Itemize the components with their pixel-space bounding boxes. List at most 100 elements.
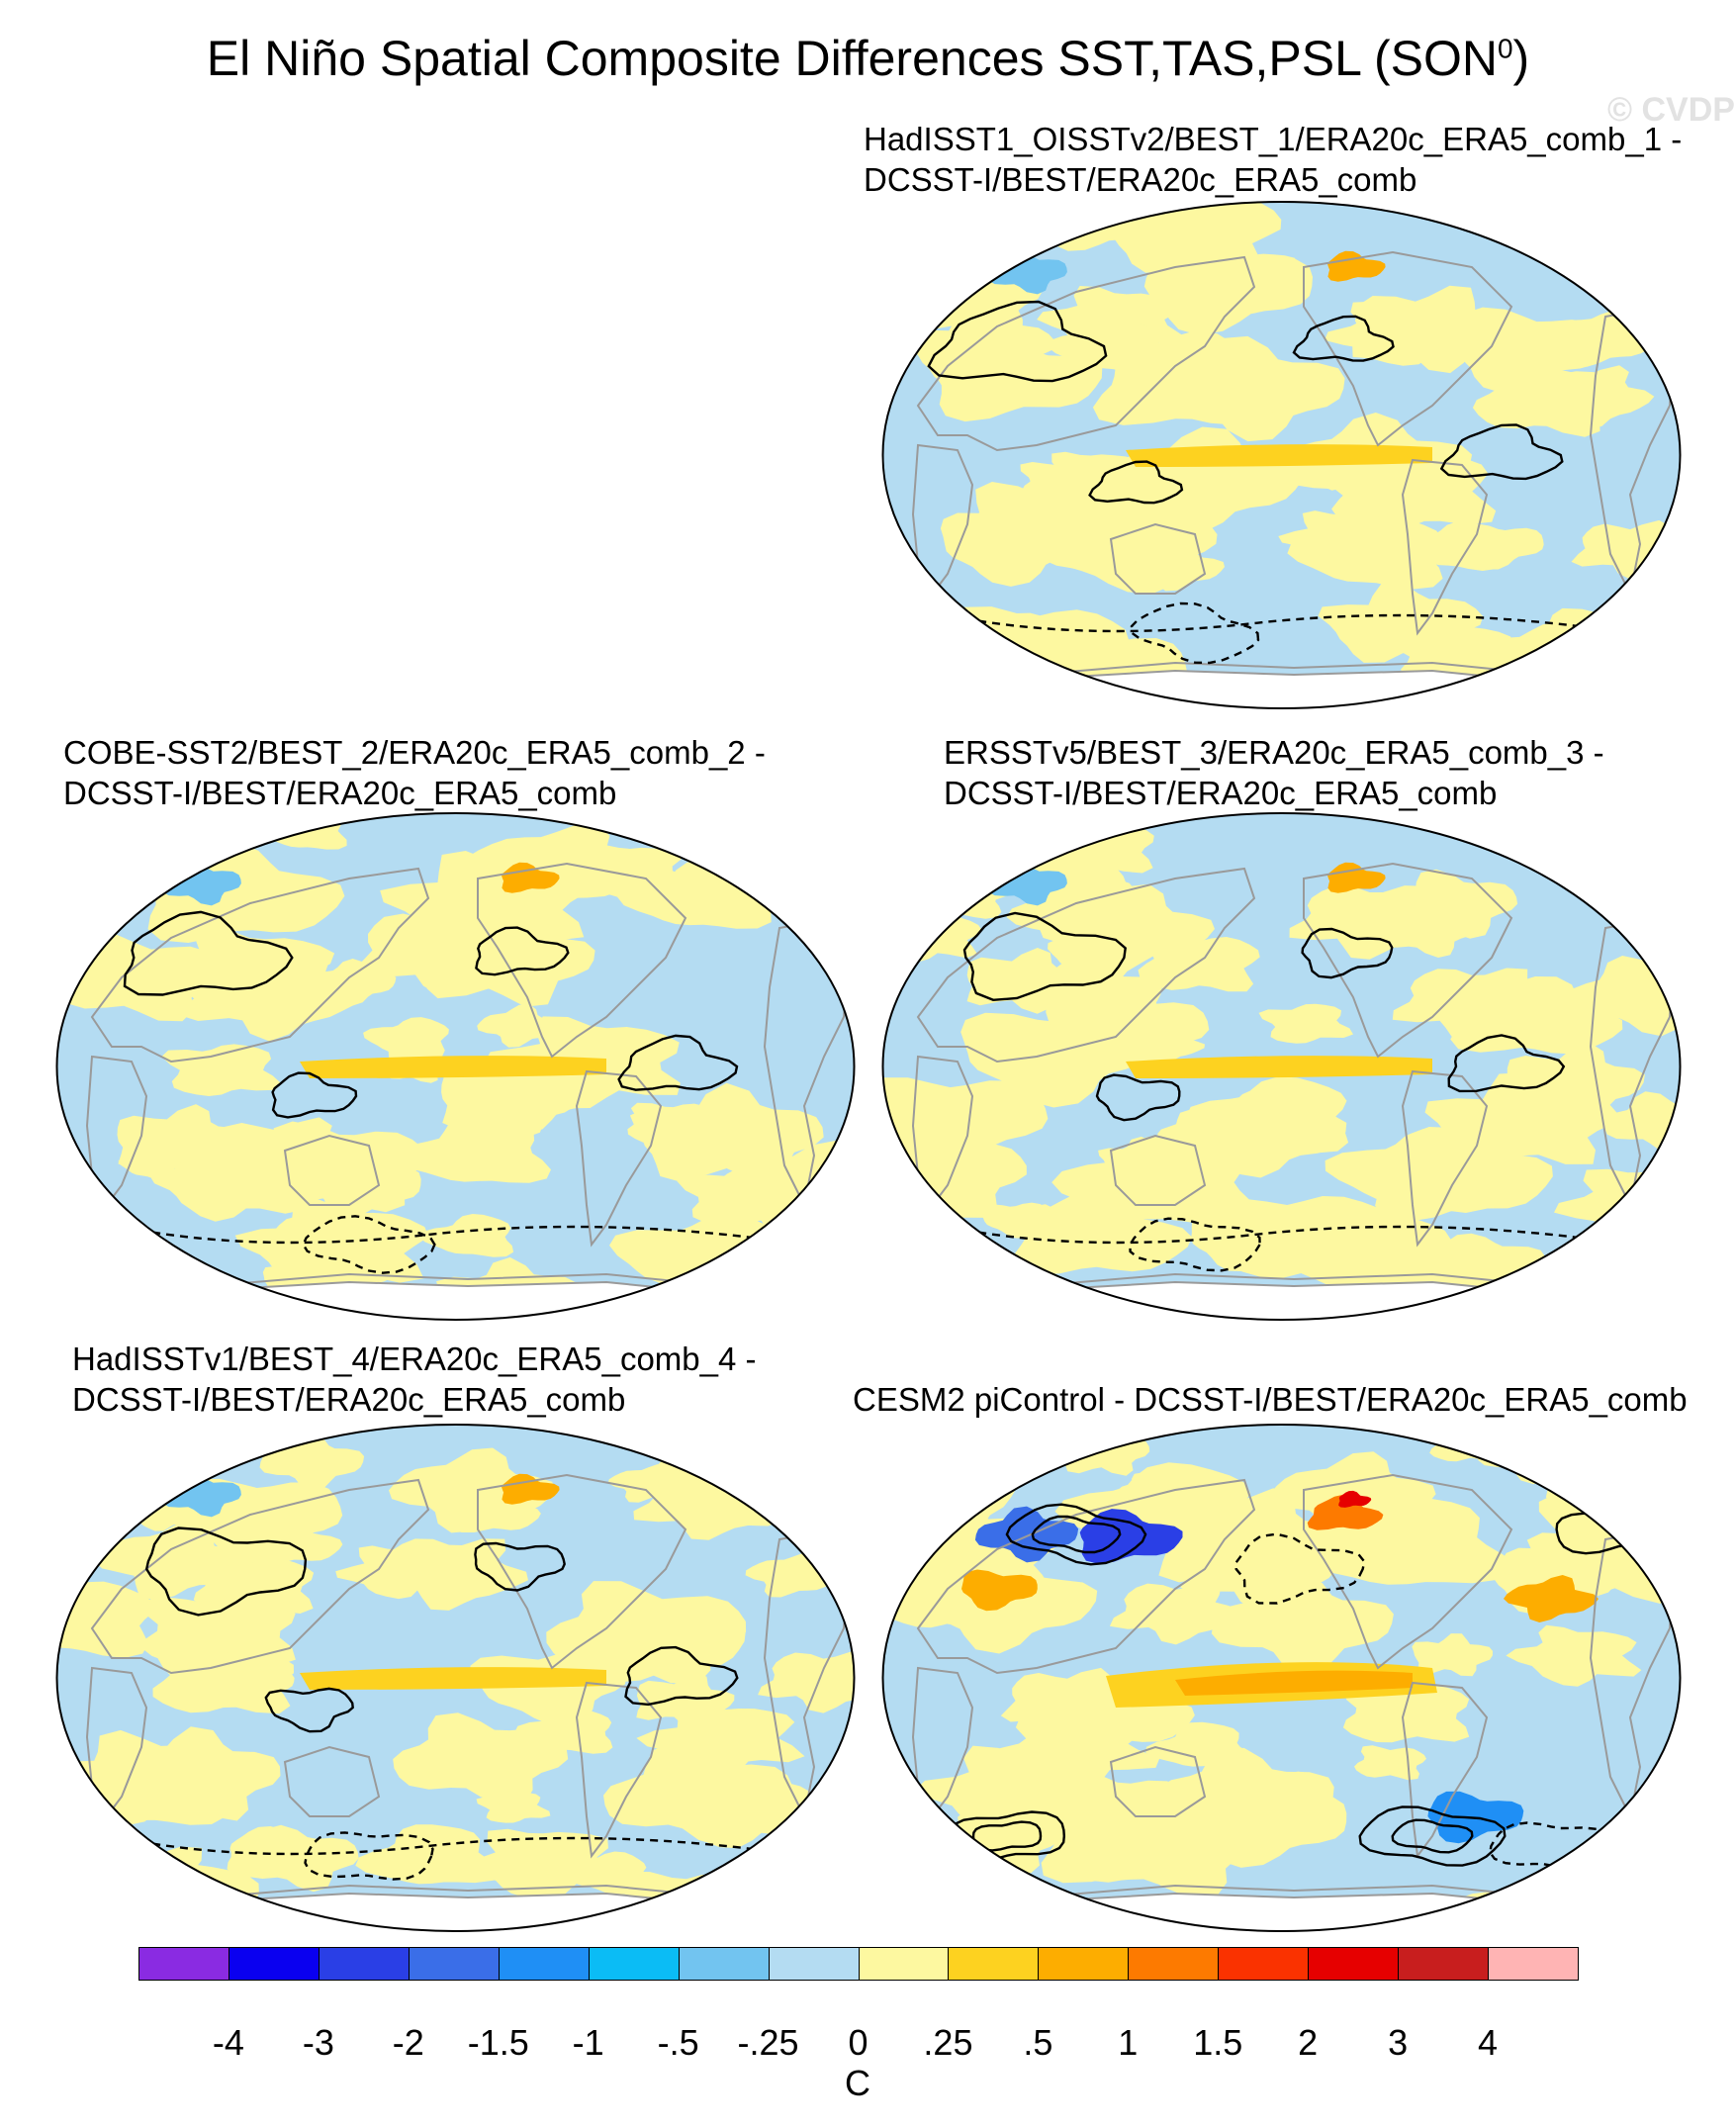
- psl-contour-negative: [111, 1223, 805, 1247]
- psl-contour-positive: [617, 1034, 739, 1091]
- anomaly-region: [161, 1044, 282, 1096]
- psl-contour-positive: [144, 1527, 308, 1617]
- coastline: [916, 1478, 1256, 1675]
- psl-contour-negative: [937, 611, 1631, 635]
- anomaly-region: [502, 1473, 560, 1505]
- psl-contour-negative: [1234, 1532, 1366, 1605]
- anomaly-region: [451, 1053, 597, 1133]
- coastline: [1303, 1473, 1513, 1670]
- anomaly-region: [227, 1826, 324, 1876]
- anomaly-region: [914, 877, 1003, 919]
- anomaly-region: [1186, 1076, 1349, 1154]
- psl-contour-positive: [264, 1687, 354, 1733]
- colorbar-tick-label: -.5: [657, 2022, 699, 2063]
- map-border: [55, 1424, 856, 1932]
- anomaly-region: [259, 1433, 365, 1491]
- cvdp-watermark: © CVDP: [1607, 91, 1735, 129]
- coastline: [1401, 458, 1489, 636]
- panel-4-map: [52, 1421, 859, 1935]
- anomaly-region: [1287, 514, 1443, 590]
- anomaly-region: [1175, 1670, 1413, 1696]
- colorbar-box: [678, 1947, 770, 1981]
- anomaly-region: [363, 1017, 449, 1060]
- psl-contour-positive: [474, 1541, 566, 1592]
- coastline: [575, 1681, 663, 1859]
- anomaly-region: [94, 1521, 254, 1602]
- anomaly-region: [1325, 1128, 1500, 1213]
- colorbar-box: [1218, 1947, 1310, 1981]
- colorbar-tick-label: .25: [923, 2022, 973, 2063]
- psl-contour-positive: [624, 1645, 739, 1707]
- anomaly-region: [1130, 1028, 1205, 1064]
- colorbar-tick-label: 1.5: [1193, 2022, 1243, 2063]
- colorbar-tick-label: -3: [302, 2022, 334, 2063]
- map-border: [881, 201, 1682, 709]
- coastline: [575, 1069, 663, 1248]
- coastline: [477, 862, 687, 1059]
- anomaly-region: [369, 1538, 528, 1611]
- coastline: [911, 443, 974, 596]
- anomaly-region: [979, 1202, 1051, 1239]
- map-svg: [881, 1424, 1682, 1932]
- psl-contour-positive: [1095, 1073, 1181, 1122]
- psl-contour-negative: [1129, 1217, 1261, 1272]
- anomaly-region: [882, 221, 990, 306]
- anomaly-region: [1327, 250, 1386, 282]
- coastline: [1109, 1134, 1207, 1206]
- anomaly-region: [1020, 460, 1111, 503]
- anomaly-region: [1279, 413, 1473, 517]
- coastline: [283, 1745, 381, 1817]
- coastline: [90, 1478, 430, 1675]
- panel-1-map: [878, 198, 1685, 712]
- anomaly-region: [902, 310, 1055, 385]
- anomaly-region: [1603, 1091, 1681, 1154]
- coastline: [283, 1134, 381, 1206]
- anomaly-region: [1214, 1196, 1392, 1278]
- coastline: [1303, 250, 1513, 447]
- anomaly-region: [924, 1850, 992, 1886]
- psl-contour-positive: [123, 910, 294, 996]
- map-border: [55, 812, 856, 1321]
- anomaly-region: [514, 1708, 613, 1754]
- antarctica: [993, 1280, 1594, 1320]
- anomaly-region: [1392, 968, 1551, 1042]
- colorbar-tick-label: 0: [848, 2022, 868, 2063]
- colorbar-tick-label: 3: [1388, 2022, 1409, 2063]
- anomaly-region: [629, 1082, 824, 1186]
- map-border: [881, 1424, 1682, 1932]
- colorbar-units: C: [845, 2063, 870, 2103]
- colorbar: [138, 1947, 1579, 1983]
- map-svg: [881, 201, 1682, 709]
- anomaly-region: [770, 840, 855, 890]
- anomaly-region: [1388, 869, 1518, 939]
- psl-contour-positive: [1358, 1805, 1507, 1867]
- coastline: [916, 255, 1256, 452]
- anomaly-region: [1038, 960, 1162, 1028]
- anomaly-region: [1354, 1745, 1426, 1781]
- colorbar-tick-label: 1: [1118, 2022, 1139, 2063]
- colorbar-box: [858, 1947, 950, 1981]
- anomaly-region: [1307, 1494, 1384, 1530]
- coastline: [90, 867, 430, 1064]
- coastline: [1109, 522, 1207, 595]
- psl-contour-positive: [1301, 927, 1394, 979]
- anomaly-region: [1211, 1574, 1394, 1674]
- anomaly-region: [1597, 665, 1670, 699]
- anomaly-region: [1412, 1633, 1493, 1677]
- psl-contour-positive: [927, 300, 1108, 383]
- antarctica: [993, 669, 1594, 708]
- anomaly-region: [603, 1743, 794, 1848]
- anomaly-region: [1352, 285, 1516, 374]
- anomaly-region: [300, 1056, 606, 1078]
- panel-3-map: [878, 809, 1685, 1324]
- colorbar-box: [408, 1947, 500, 1981]
- colorbar-box: [228, 1947, 320, 1981]
- anomaly-region: [1259, 1771, 1324, 1801]
- anomaly-region: [56, 1581, 155, 1658]
- coastline: [85, 1055, 148, 1207]
- map-svg: [881, 812, 1682, 1321]
- anomaly-region: [147, 928, 337, 1017]
- colorbar-box: [588, 1947, 680, 1981]
- psl-contour-positive: [475, 926, 570, 976]
- anomaly-region: [758, 1650, 855, 1713]
